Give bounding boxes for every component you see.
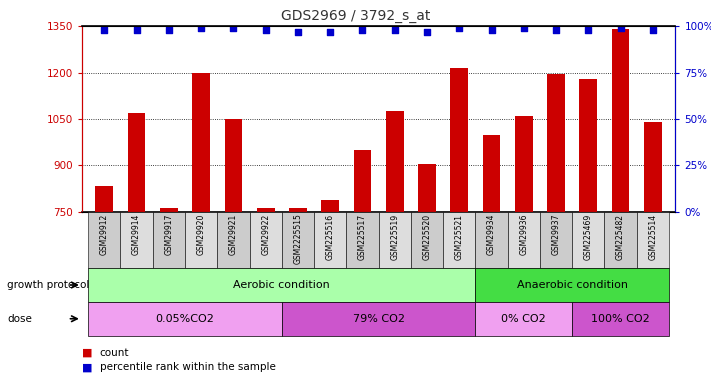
Text: GSM225482: GSM225482 <box>616 214 625 260</box>
Bar <box>476 302 572 336</box>
Text: dose: dose <box>7 314 32 324</box>
Text: GSM29921: GSM29921 <box>229 214 238 255</box>
Text: 79% CO2: 79% CO2 <box>353 314 405 324</box>
Bar <box>218 212 250 268</box>
Text: GSM225521: GSM225521 <box>455 214 464 260</box>
Point <box>357 27 368 33</box>
Bar <box>289 208 307 212</box>
Bar <box>476 212 508 268</box>
Bar <box>418 164 436 212</box>
Bar <box>411 212 443 268</box>
Text: GSM29936: GSM29936 <box>519 214 528 255</box>
Point <box>454 25 465 31</box>
Text: 100% CO2: 100% CO2 <box>592 314 650 324</box>
Text: GSM29934: GSM29934 <box>487 214 496 255</box>
Bar <box>515 116 533 212</box>
Bar <box>257 208 274 212</box>
Bar <box>95 186 113 212</box>
Text: 0% CO2: 0% CO2 <box>501 314 546 324</box>
Bar <box>572 212 604 268</box>
Point <box>228 25 239 31</box>
Bar <box>644 122 662 212</box>
Text: Aerobic condition: Aerobic condition <box>233 280 330 290</box>
Bar <box>88 212 120 268</box>
Bar <box>611 29 629 212</box>
Bar <box>192 73 210 212</box>
Point <box>99 27 110 33</box>
Bar <box>153 212 185 268</box>
Bar <box>572 302 669 336</box>
Point <box>389 27 400 33</box>
Bar <box>353 150 371 212</box>
Text: GSM29920: GSM29920 <box>197 214 205 255</box>
Point <box>582 27 594 33</box>
Bar <box>378 212 411 268</box>
Text: ■: ■ <box>82 363 92 372</box>
Text: GSM29937: GSM29937 <box>552 214 560 255</box>
Bar <box>450 68 468 212</box>
Point <box>324 29 336 35</box>
Bar <box>443 212 476 268</box>
Bar <box>185 212 218 268</box>
Text: GSM225519: GSM225519 <box>390 214 400 260</box>
Bar <box>225 119 242 212</box>
Text: GSM225517: GSM225517 <box>358 214 367 260</box>
Bar <box>476 268 669 302</box>
Bar <box>282 302 476 336</box>
Text: GSM225520: GSM225520 <box>422 214 432 260</box>
Bar <box>314 212 346 268</box>
Text: GDS2969 / 3792_s_at: GDS2969 / 3792_s_at <box>281 9 430 23</box>
Text: Anaerobic condition: Anaerobic condition <box>517 280 628 290</box>
Point <box>196 25 207 31</box>
Bar <box>88 268 476 302</box>
Bar <box>120 212 153 268</box>
Bar <box>160 208 178 212</box>
Text: GSM225514: GSM225514 <box>648 214 658 260</box>
Point <box>131 27 142 33</box>
Point <box>292 29 304 35</box>
Text: count: count <box>100 348 129 357</box>
Bar <box>88 302 282 336</box>
Point <box>647 27 658 33</box>
Bar <box>386 111 404 212</box>
Text: GSM29922: GSM29922 <box>261 214 270 255</box>
Text: GSM225469: GSM225469 <box>584 214 593 260</box>
Bar <box>508 212 540 268</box>
Point <box>260 27 272 33</box>
Text: growth protocol: growth protocol <box>7 280 90 290</box>
Bar <box>579 79 597 212</box>
Bar <box>637 212 669 268</box>
Point <box>615 25 626 31</box>
Point <box>164 27 175 33</box>
Bar <box>604 212 637 268</box>
Text: GSM2225515: GSM2225515 <box>294 214 302 264</box>
Text: 0.05%CO2: 0.05%CO2 <box>156 314 215 324</box>
Bar <box>321 200 339 212</box>
Text: percentile rank within the sample: percentile rank within the sample <box>100 363 275 372</box>
Bar <box>540 212 572 268</box>
Text: GSM29912: GSM29912 <box>100 214 109 255</box>
Bar <box>282 212 314 268</box>
Bar <box>128 113 146 212</box>
Bar <box>250 212 282 268</box>
Point <box>486 27 497 33</box>
Point <box>518 25 530 31</box>
Text: GSM225516: GSM225516 <box>326 214 335 260</box>
Bar <box>483 135 501 212</box>
Text: ■: ■ <box>82 348 92 357</box>
Bar <box>547 74 565 212</box>
Text: GSM29914: GSM29914 <box>132 214 141 255</box>
Point <box>422 29 433 35</box>
Text: GSM29917: GSM29917 <box>164 214 173 255</box>
Bar <box>346 212 379 268</box>
Point <box>550 27 562 33</box>
